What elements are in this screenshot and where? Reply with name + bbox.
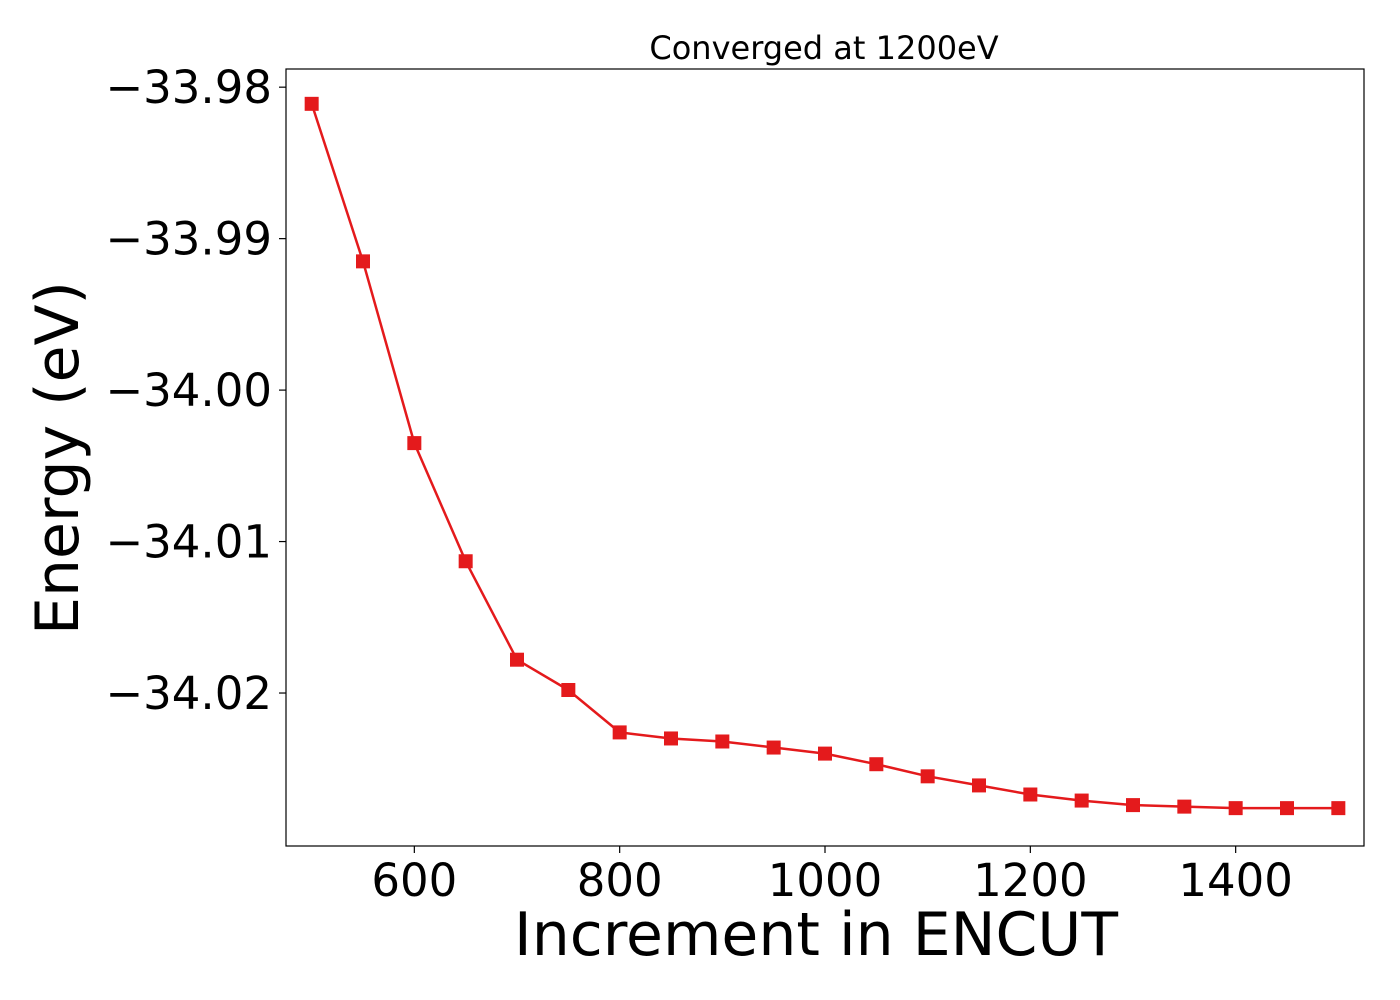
data-point-marker [304, 96, 319, 111]
x-tick-label: 1000 [768, 854, 883, 907]
data-point-marker [1023, 787, 1038, 802]
data-point-marker [664, 731, 678, 746]
y-axis: −33.98 −33.99 −34.00 −34.01 −34.02 [105, 61, 286, 720]
data-point-marker [1280, 801, 1294, 816]
y-tick-label: −33.98 [105, 61, 272, 114]
data-point-marker [715, 734, 730, 749]
x-tick-label: 600 [371, 854, 457, 907]
y-tick-label: −33.99 [105, 213, 272, 266]
data-point-marker [510, 652, 524, 667]
data-point-marker [458, 554, 473, 569]
plot-area [304, 96, 1346, 816]
x-axis: 600 800 1000 1200 1400 [371, 846, 1293, 907]
y-axis-label: Energy (eV) [23, 281, 93, 635]
data-point-marker [1331, 801, 1346, 816]
data-point-marker [1228, 801, 1243, 816]
data-point-marker [356, 254, 370, 269]
data-point-marker [972, 778, 986, 793]
data-point-marker [818, 746, 832, 761]
data-point-marker [869, 757, 884, 772]
x-tick-label: 1200 [973, 854, 1088, 907]
y-tick-label: −34.00 [105, 364, 272, 417]
data-point-marker [1126, 798, 1140, 813]
y-tick-label: −34.02 [105, 667, 272, 720]
y-tick-label: −34.01 [105, 516, 272, 569]
x-tick-label: 1400 [1178, 854, 1293, 907]
x-axis-label: Increment in ENCUT [514, 900, 1118, 970]
data-point-marker [1074, 793, 1089, 808]
data-point-marker [766, 740, 781, 755]
data-point-marker [407, 436, 422, 451]
chart-title: Converged at 1200eV [649, 29, 998, 67]
data-point-marker [561, 682, 576, 697]
data-point-marker [612, 725, 627, 740]
data-point-marker [1177, 799, 1192, 814]
data-point-marker [920, 769, 935, 784]
x-tick-label: 800 [577, 854, 663, 907]
